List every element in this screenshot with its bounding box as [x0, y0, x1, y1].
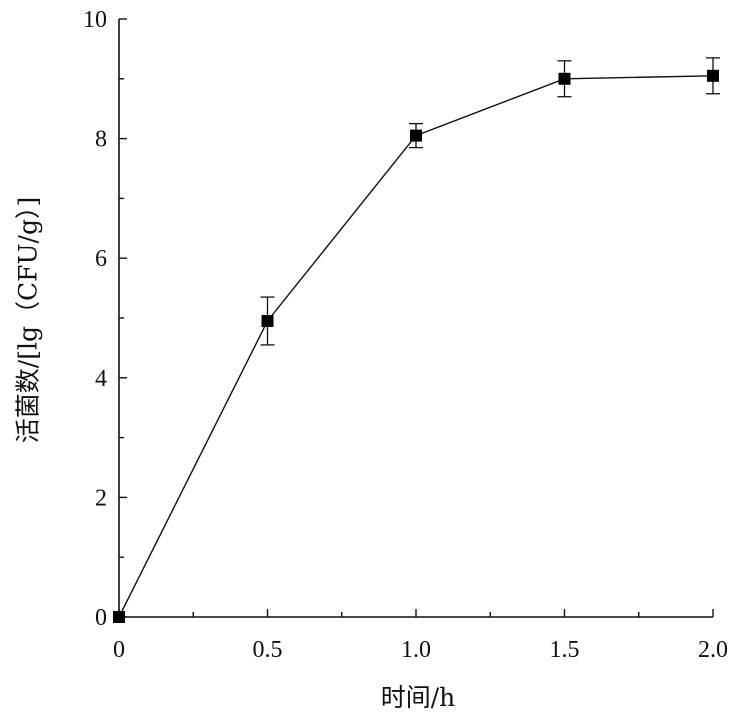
data-point — [558, 72, 571, 85]
y-tick-label: 2 — [95, 485, 107, 511]
series-line — [118, 75, 714, 618]
y-tick-label: 10 — [83, 7, 107, 33]
data-point — [707, 69, 719, 82]
x-tick-label: 1.5 — [550, 637, 580, 663]
data-point — [261, 314, 274, 327]
axis-ticks — [118, 18, 714, 618]
tick-labels: 0 2 4 6 8 10 0 0.5 1.0 1.5 2.0 — [83, 7, 728, 663]
data-point — [410, 129, 422, 142]
x-tick-label: 0.5 — [253, 637, 283, 663]
x-tick-label: 0 — [113, 637, 125, 663]
y-tick-label: 6 — [95, 246, 107, 272]
x-axis-title: 时间/h — [381, 683, 456, 712]
plot-area — [113, 57, 720, 623]
x-tick-label: 2.0 — [698, 637, 728, 663]
axes — [118, 19, 713, 618]
y-axis-title: 活菌数/[lg（CFU/g）] — [14, 197, 43, 443]
x-tick-label: 1.0 — [401, 637, 431, 663]
y-tick-label: 4 — [95, 366, 107, 392]
y-tick-label: 0 — [95, 605, 107, 631]
y-tick-label: 8 — [95, 127, 107, 153]
data-point — [113, 611, 125, 623]
